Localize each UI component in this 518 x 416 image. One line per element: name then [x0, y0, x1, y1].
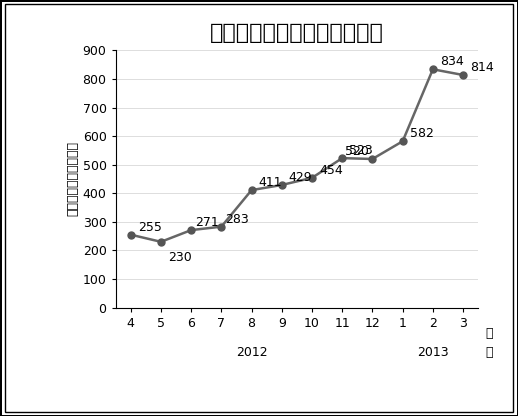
Text: 429: 429: [289, 171, 312, 184]
Text: 2013: 2013: [417, 347, 449, 359]
Text: 411: 411: [258, 176, 282, 189]
Text: 年: 年: [485, 347, 493, 359]
Text: 月: 月: [485, 327, 493, 340]
Y-axis label: インシデント調整件数: インシデント調整件数: [67, 141, 80, 216]
Text: 255: 255: [138, 220, 162, 233]
Text: 834: 834: [440, 55, 464, 68]
Text: 2012: 2012: [236, 347, 267, 359]
Text: 230: 230: [168, 251, 192, 264]
Text: 520: 520: [344, 145, 368, 158]
Title: インシデント調整件数の推移: インシデント調整件数の推移: [210, 23, 384, 43]
Text: 582: 582: [410, 127, 434, 140]
Text: 814: 814: [470, 61, 494, 74]
Text: 271: 271: [195, 216, 219, 229]
Text: 454: 454: [319, 163, 343, 177]
Text: 283: 283: [225, 213, 249, 225]
Text: 523: 523: [349, 144, 373, 157]
